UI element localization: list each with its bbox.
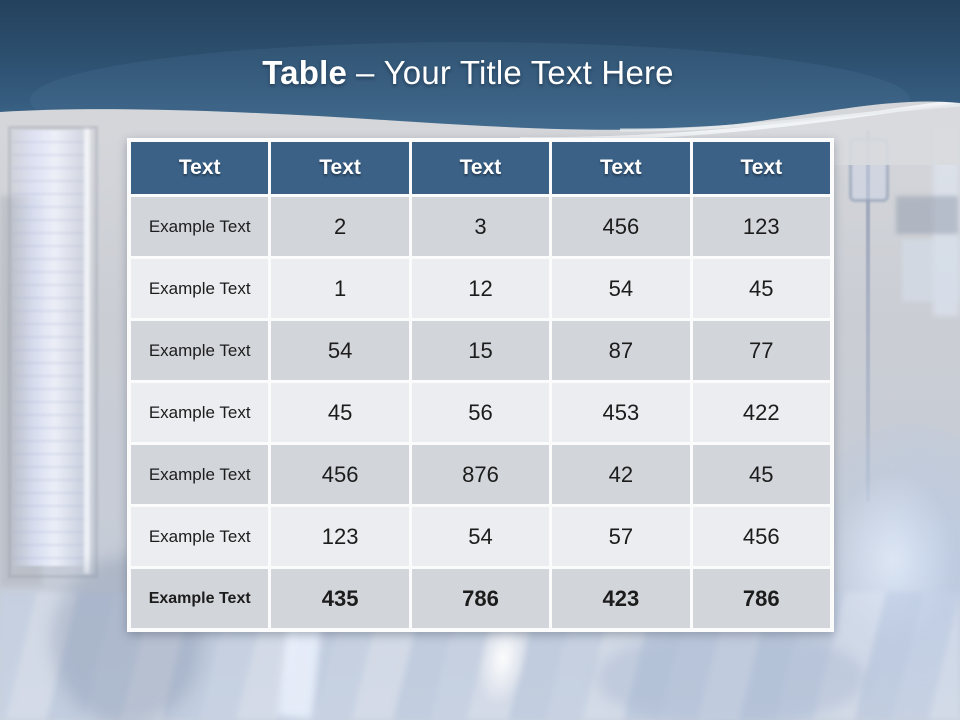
- value-cell: 435: [271, 569, 409, 628]
- value-cell: 45: [271, 383, 409, 442]
- value-cell: 786: [411, 569, 550, 628]
- row-label-cell: Example Text: [131, 569, 269, 628]
- value-cell: 54: [552, 259, 690, 318]
- main-wave: [0, 0, 960, 130]
- value-cell: 456: [692, 507, 830, 566]
- value-cell: 786: [692, 569, 830, 628]
- row-label-cell: Example Text: [131, 507, 269, 566]
- value-cell: 1: [271, 259, 409, 318]
- value-cell: 3: [411, 197, 550, 256]
- header-wave: [0, 0, 960, 165]
- row-label-cell: Example Text: [131, 383, 269, 442]
- column-header: Text: [131, 142, 269, 194]
- value-cell: 12: [411, 259, 550, 318]
- value-cell: 2: [271, 197, 409, 256]
- table-row: Example Text 2 3 456 123: [131, 197, 830, 256]
- column-header: Text: [271, 142, 409, 194]
- bg-dark-fold: [596, 630, 866, 720]
- value-cell: 42: [552, 445, 690, 504]
- bg-iv-pole: [866, 130, 870, 502]
- value-cell: 123: [692, 197, 830, 256]
- table-row: Example Text 54 15 87 77: [131, 321, 830, 380]
- table-row: Example Text 456 876 42 45: [131, 445, 830, 504]
- table-header-row: Text Text Text Text Text: [131, 142, 830, 194]
- table-row-total: Example Text 435 786 423 786: [131, 569, 830, 628]
- bg-window-frame: [8, 126, 98, 578]
- value-cell: 423: [552, 569, 690, 628]
- row-label-cell: Example Text: [131, 197, 269, 256]
- row-label-cell: Example Text: [131, 321, 269, 380]
- value-cell: 123: [271, 507, 409, 566]
- bg-window-edge-highlight: [84, 128, 90, 574]
- value-cell: 422: [692, 383, 830, 442]
- wave-edge-highlight: [619, 103, 960, 132]
- title-text: Your Title Text Here: [383, 54, 674, 91]
- row-label-cell: Example Text: [131, 445, 269, 504]
- bg-window-blinds: [12, 130, 86, 566]
- table-row: Example Text 45 56 453 422: [131, 383, 830, 442]
- value-cell: 876: [411, 445, 550, 504]
- value-cell: 54: [271, 321, 409, 380]
- value-cell: 456: [271, 445, 409, 504]
- value-cell: 15: [411, 321, 550, 380]
- table-row: Example Text 123 54 57 456: [131, 507, 830, 566]
- value-cell: 54: [411, 507, 550, 566]
- value-cell: 45: [692, 259, 830, 318]
- bg-patient-highlight: [828, 470, 958, 650]
- data-table: Text Text Text Text Text Example Text 2 …: [127, 138, 834, 632]
- value-cell: 77: [692, 321, 830, 380]
- table-row: Example Text 1 12 54 45: [131, 259, 830, 318]
- value-cell: 87: [552, 321, 690, 380]
- column-header: Text: [411, 142, 550, 194]
- column-header: Text: [692, 142, 830, 194]
- slide-title: Table – Your Title Text Here: [0, 54, 948, 92]
- value-cell: 56: [411, 383, 550, 442]
- value-cell: 57: [552, 507, 690, 566]
- value-cell: 453: [552, 383, 690, 442]
- row-label-cell: Example Text: [131, 259, 269, 318]
- title-keyword: Table: [262, 54, 348, 91]
- bg-monitor-shape: [896, 196, 958, 234]
- bg-shelf-shape: [902, 240, 960, 302]
- column-header: Text: [552, 142, 690, 194]
- value-cell: 45: [692, 445, 830, 504]
- value-cell: 456: [552, 197, 690, 256]
- title-separator: –: [356, 54, 375, 91]
